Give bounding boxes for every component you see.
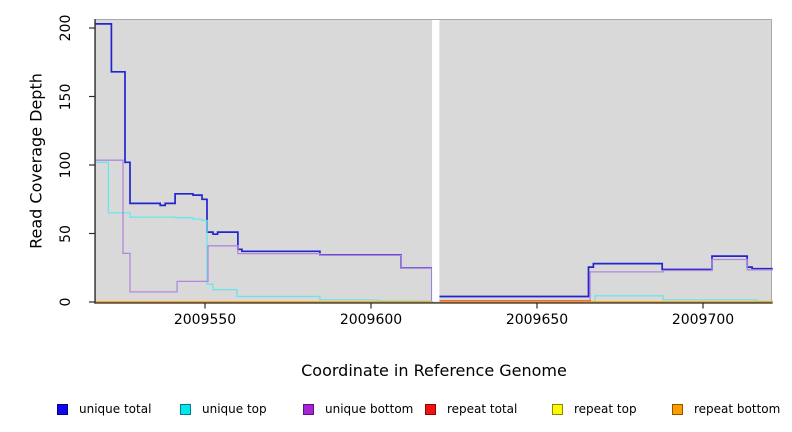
legend-label: repeat top — [574, 402, 637, 416]
legend-swatch-icon — [552, 403, 563, 415]
series-unique-total — [95, 23, 433, 302]
series-unique-top — [439, 295, 773, 303]
y-tick-label: 200 — [58, 14, 74, 42]
legend-item-repeat-top: repeat top — [552, 402, 637, 416]
coverage-gap-band — [432, 20, 440, 302]
legend-swatch-icon — [57, 403, 68, 415]
legend-item-repeat-bottom: repeat bottom — [672, 402, 780, 416]
legend-label: unique top — [202, 402, 267, 416]
series-unique-bottom — [439, 258, 773, 302]
axes — [94, 19, 773, 304]
series-unique-top — [95, 161, 433, 302]
tick-marks — [89, 27, 704, 309]
y-tick-label: 150 — [58, 83, 74, 110]
legend-item-unique-bottom: unique bottom — [303, 402, 413, 416]
legend-swatch-icon — [303, 403, 314, 415]
legend-label: unique total — [79, 402, 152, 416]
y-axis-label: Read Coverage Depth — [26, 73, 46, 249]
legend-item-unique-total: unique total — [57, 402, 151, 416]
legend: unique total unique top unique bottom repea… — [0, 402, 792, 418]
x-tick-label: 2009550 — [173, 312, 237, 328]
legend-swatch-icon — [180, 403, 191, 415]
y-tick-label: 0 — [58, 297, 74, 307]
gap-band — [432, 20, 440, 302]
x-axis-label: Coordinate in Reference Genome — [301, 361, 567, 380]
legend-swatch-icon — [672, 403, 683, 415]
legend-label: unique bottom — [325, 402, 414, 416]
x-tick-label: 2009600 — [339, 312, 403, 328]
series-unique-total — [439, 255, 773, 298]
y-tick-label: 50 — [58, 224, 74, 243]
legend-item-unique-top: unique top — [180, 402, 267, 416]
legend-item-repeat-total: repeat total — [425, 402, 517, 416]
y-tick-label: 100 — [58, 151, 74, 179]
legend-label: repeat total — [447, 402, 518, 416]
x-tick-label: 2009650 — [505, 312, 569, 328]
x-tick-label: 2009700 — [671, 312, 735, 328]
legend-swatch-icon — [425, 403, 436, 415]
series-unique-bottom — [95, 159, 433, 302]
series-group — [95, 23, 773, 303]
legend-label: repeat bottom — [694, 402, 781, 416]
